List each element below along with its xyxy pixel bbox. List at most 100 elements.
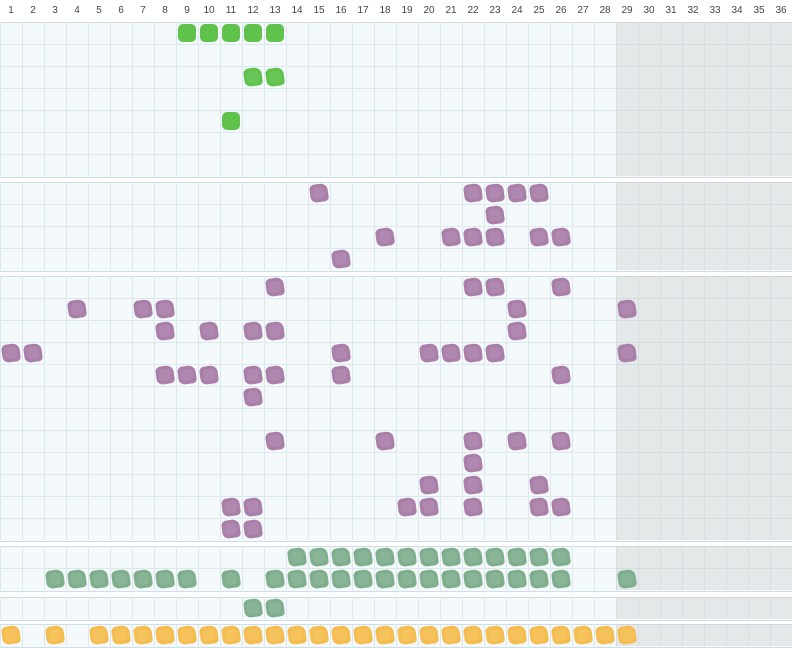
heart-icon[interactable] (264, 88, 286, 110)
day-mark-purple[interactable] (198, 320, 220, 342)
day-mark-green[interactable] (176, 568, 198, 590)
day-mark-purple[interactable] (264, 364, 286, 386)
day-mark-purple[interactable] (264, 430, 286, 452)
day-mark-yellow[interactable] (506, 624, 528, 646)
day-mark-purple[interactable] (66, 298, 88, 320)
day-mark-purple[interactable] (506, 182, 528, 204)
day-mark-purple[interactable] (330, 364, 352, 386)
day-mark-yellow[interactable] (528, 624, 550, 646)
day-mark-green[interactable] (396, 568, 418, 590)
day-mark-purple[interactable] (528, 474, 550, 496)
day-mark-green[interactable] (506, 546, 528, 568)
day-mark-yellow[interactable] (264, 624, 286, 646)
day-mark-yellow[interactable] (418, 624, 440, 646)
day-mark-green[interactable] (396, 546, 418, 568)
day-mark-purple[interactable] (550, 364, 572, 386)
day-mark-purple[interactable] (462, 430, 484, 452)
day-mark-yellow[interactable] (308, 624, 330, 646)
day-mark-purple[interactable] (374, 226, 396, 248)
letter-mark[interactable] (418, 22, 440, 44)
day-mark-yellow[interactable] (88, 624, 110, 646)
day-mark-yellow[interactable] (110, 624, 132, 646)
day-mark-purple[interactable] (528, 226, 550, 248)
drop-icon[interactable] (616, 44, 638, 66)
day-mark-purple[interactable] (484, 342, 506, 364)
day-mark-green[interactable] (484, 546, 506, 568)
day-mark-green[interactable] (264, 597, 286, 619)
day-mark-purple[interactable] (176, 364, 198, 386)
day-mark-yellow[interactable] (462, 624, 484, 646)
day-mark-yellow[interactable] (286, 624, 308, 646)
letter-mark[interactable] (308, 22, 330, 44)
day-mark-purple[interactable] (484, 182, 506, 204)
day-mark-purple[interactable] (242, 496, 264, 518)
day-mark-green[interactable] (352, 546, 374, 568)
day-mark-yellow[interactable] (154, 624, 176, 646)
day-mark-purple[interactable] (154, 320, 176, 342)
day-mark-purple[interactable] (242, 518, 264, 540)
day-mark-green[interactable] (242, 597, 264, 619)
day-mark-purple[interactable] (154, 298, 176, 320)
day-mark-green[interactable] (528, 546, 550, 568)
letter-mark[interactable] (396, 22, 418, 44)
day-mark-purple[interactable] (462, 342, 484, 364)
drop-icon[interactable] (0, 44, 22, 66)
lime-mark[interactable] (264, 22, 286, 44)
day-mark-yellow[interactable] (572, 624, 594, 646)
day-mark-green[interactable] (506, 568, 528, 590)
day-mark-green[interactable] (286, 546, 308, 568)
lime-mark[interactable] (264, 66, 286, 88)
day-mark-purple[interactable] (440, 226, 462, 248)
day-mark-purple[interactable] (484, 204, 506, 226)
tick-mark[interactable] (506, 154, 528, 176)
day-mark-green[interactable] (550, 568, 572, 590)
day-mark-green[interactable] (352, 568, 374, 590)
day-mark-yellow[interactable] (374, 624, 396, 646)
drop-icon[interactable] (66, 44, 88, 66)
drop-icon[interactable] (484, 44, 506, 66)
day-mark-green[interactable] (110, 568, 132, 590)
lime-mark[interactable] (242, 22, 264, 44)
letter-mark[interactable] (440, 22, 462, 44)
drop-icon[interactable] (550, 44, 572, 66)
lime-mark[interactable] (198, 22, 220, 44)
day-mark-green[interactable] (440, 546, 462, 568)
day-mark-purple[interactable] (242, 320, 264, 342)
day-mark-green[interactable] (330, 546, 352, 568)
day-mark-green[interactable] (616, 568, 638, 590)
day-mark-green[interactable] (88, 568, 110, 590)
day-mark-purple[interactable] (550, 276, 572, 298)
day-mark-green[interactable] (550, 546, 572, 568)
day-mark-purple[interactable] (0, 342, 22, 364)
drop-icon[interactable] (506, 44, 528, 66)
day-mark-purple[interactable] (330, 248, 352, 270)
day-mark-purple[interactable] (462, 474, 484, 496)
day-mark-purple[interactable] (198, 364, 220, 386)
day-mark-yellow[interactable] (616, 624, 638, 646)
drop-icon[interactable] (242, 44, 264, 66)
day-mark-purple[interactable] (264, 276, 286, 298)
day-mark-purple[interactable] (506, 298, 528, 320)
drop-icon[interactable] (110, 44, 132, 66)
drop-icon[interactable] (44, 44, 66, 66)
day-mark-purple[interactable] (462, 276, 484, 298)
day-mark-purple[interactable] (220, 518, 242, 540)
day-mark-purple[interactable] (462, 452, 484, 474)
heart-icon[interactable] (352, 88, 374, 110)
day-mark-purple[interactable] (440, 342, 462, 364)
day-mark-green[interactable] (132, 568, 154, 590)
letter-mark[interactable] (286, 22, 308, 44)
day-mark-green[interactable] (462, 546, 484, 568)
day-mark-purple[interactable] (506, 320, 528, 342)
day-mark-purple[interactable] (374, 430, 396, 452)
letter-mark[interactable] (330, 22, 352, 44)
drop-icon[interactable] (22, 44, 44, 66)
lime-mark[interactable] (176, 22, 198, 44)
day-mark-yellow[interactable] (440, 624, 462, 646)
day-mark-green[interactable] (154, 568, 176, 590)
day-mark-purple[interactable] (550, 430, 572, 452)
day-mark-purple[interactable] (616, 342, 638, 364)
day-mark-purple[interactable] (462, 496, 484, 518)
day-mark-yellow[interactable] (352, 624, 374, 646)
day-mark-purple[interactable] (484, 276, 506, 298)
